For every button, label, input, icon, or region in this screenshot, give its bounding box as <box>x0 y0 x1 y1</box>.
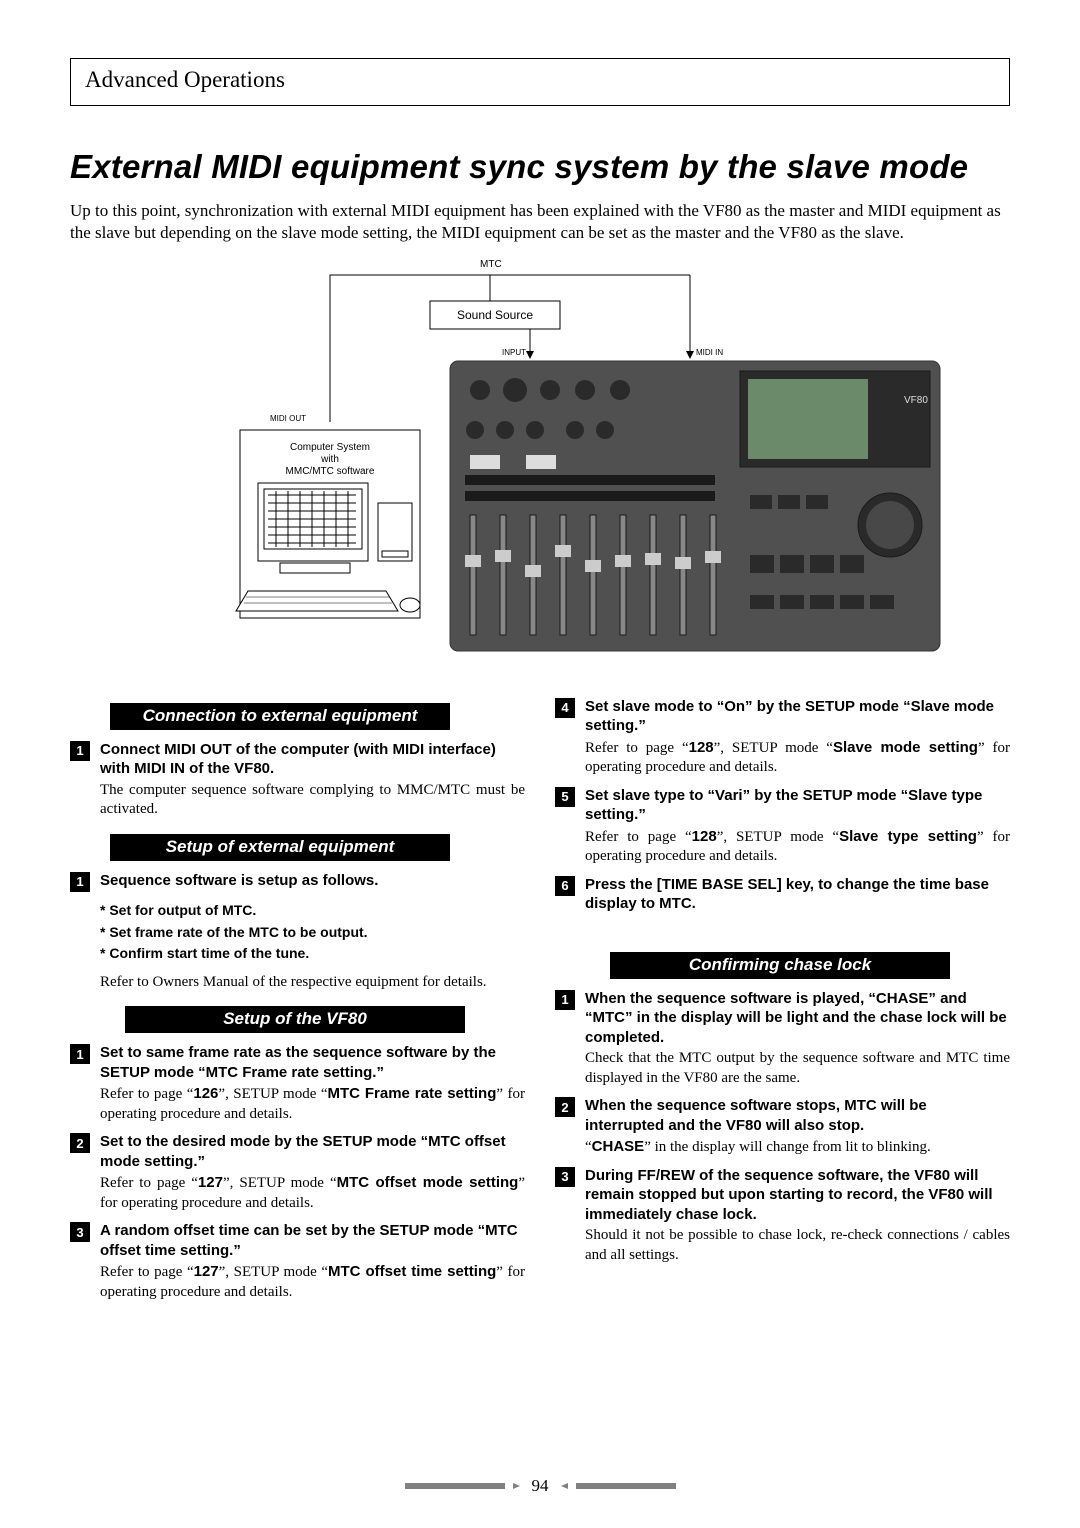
step-number: 5 <box>555 787 575 807</box>
step-title: During FF/REW of the sequence software, … <box>585 1166 1010 1225</box>
midi-in-label: MIDI IN <box>696 348 723 357</box>
footer-arrow-right-icon <box>513 1483 520 1489</box>
step-number: 1 <box>555 990 575 1010</box>
step-title: Set to the desired mode by the SETUP mod… <box>100 1132 525 1171</box>
step-title: Set slave mode to “On” by the SETUP mode… <box>585 697 1010 736</box>
step-number: 1 <box>70 741 90 761</box>
step-number: 4 <box>555 698 575 718</box>
step-number: 2 <box>70 1133 90 1153</box>
step-desc: Should it not be possible to chase lock,… <box>585 1226 1010 1265</box>
step-desc: Refer to page “126”, SETUP mode “MTC Fra… <box>100 1084 525 1124</box>
step: 1 Sequence software is setup as follows. <box>70 871 525 892</box>
bullet: * Set for output of MTC. <box>100 900 525 922</box>
vf80-device: VF80 <box>450 361 940 651</box>
connection-diagram: MTC Sound Source INPUT MIDI IN VF80 <box>70 255 1010 665</box>
step-title: When the sequence software stops, MTC wi… <box>585 1096 1010 1135</box>
step: 1 When the sequence software is played, “… <box>555 989 1010 1089</box>
section-header: Advanced Operations <box>70 58 1010 106</box>
footer-arrow-left-icon <box>561 1483 568 1489</box>
bullet-list: * Set for output of MTC. * Set frame rat… <box>100 900 525 965</box>
note: Refer to Owners Manual of the respective… <box>100 973 525 993</box>
step-desc: Refer to page “128”, SETUP mode “Slave m… <box>585 738 1010 778</box>
section-confirm-chase: Confirming chase lock <box>610 952 950 979</box>
step-number: 3 <box>70 1222 90 1242</box>
section-connection: Connection to external equipment <box>110 703 450 730</box>
step-title: Set to same frame rate as the sequence s… <box>100 1043 525 1082</box>
section-setup-ext: Setup of external equipment <box>110 834 450 861</box>
page-footer: 94 <box>0 1476 1080 1496</box>
page-number: 94 <box>532 1476 549 1496</box>
svg-text:MMC/MTC software: MMC/MTC software <box>286 466 375 477</box>
section-setup-vf80: Setup of the VF80 <box>125 1006 465 1033</box>
step: 2 When the sequence software stops, MTC w… <box>555 1096 1010 1158</box>
step-number: 2 <box>555 1097 575 1117</box>
step-desc: Check that the MTC output by the sequenc… <box>585 1049 1010 1088</box>
step-desc: “CHASE” in the display will change from … <box>585 1137 1010 1158</box>
bullet: * Set frame rate of the MTC to be output… <box>100 922 525 944</box>
step-number: 1 <box>70 1044 90 1064</box>
step-desc: Refer to page “128”, SETUP mode “Slave t… <box>585 827 1010 867</box>
step: 3 A random offset time can be set by the … <box>70 1221 525 1302</box>
step: 3 During FF/REW of the sequence software,… <box>555 1166 1010 1266</box>
right-column: 4 Set slave mode to “On” by the SETUP mod… <box>555 689 1010 1309</box>
step-title: Sequence software is setup as follows. <box>100 871 525 891</box>
step: 6 Press the [TIME BASE SEL] key, to chang… <box>555 875 1010 914</box>
bullet: * Confirm start time of the tune. <box>100 943 525 965</box>
midi-out-label: MIDI OUT <box>270 414 306 423</box>
step: 1 Set to same frame rate as the sequence … <box>70 1043 525 1124</box>
step-title: Connect MIDI OUT of the computer (with M… <box>100 740 525 779</box>
intro-paragraph: Up to this point, synchronization with e… <box>70 200 1010 245</box>
step-title: A random offset time can be set by the S… <box>100 1221 525 1260</box>
step-title: Press the [TIME BASE SEL] key, to change… <box>585 875 1010 914</box>
svg-text:Computer System: Computer System <box>290 442 370 453</box>
input-label: INPUT <box>502 348 526 357</box>
footer-bar-right <box>576 1483 676 1489</box>
footer-bar-left <box>405 1483 505 1489</box>
step-desc: The computer sequence software complying… <box>100 781 525 820</box>
svg-text:with: with <box>320 454 339 465</box>
step-number: 6 <box>555 876 575 896</box>
mtc-label: MTC <box>480 259 502 270</box>
step-desc: Refer to page “127”, SETUP mode “MTC off… <box>100 1262 525 1302</box>
step-number: 3 <box>555 1167 575 1187</box>
step: 2 Set to the desired mode by the SETUP mo… <box>70 1132 525 1213</box>
step: 4 Set slave mode to “On” by the SETUP mod… <box>555 697 1010 778</box>
step-title: When the sequence software is played, “C… <box>585 989 1010 1048</box>
step: 5 Set slave type to “Vari” by the SETUP m… <box>555 786 1010 867</box>
device-brand: VF80 <box>904 395 928 406</box>
page-title: External MIDI equipment sync system by t… <box>70 148 1010 186</box>
step-number: 1 <box>70 872 90 892</box>
left-column: Connection to external equipment 1 Conne… <box>70 689 525 1309</box>
step: 1 Connect MIDI OUT of the computer (with… <box>70 740 525 820</box>
computer-system: Computer System with MMC/MTC software <box>236 430 420 618</box>
sound-source-label: Sound Source <box>457 308 533 322</box>
step-title: Set slave type to “Vari” by the SETUP mo… <box>585 786 1010 825</box>
step-desc: Refer to page “127”, SETUP mode “MTC off… <box>100 1173 525 1213</box>
